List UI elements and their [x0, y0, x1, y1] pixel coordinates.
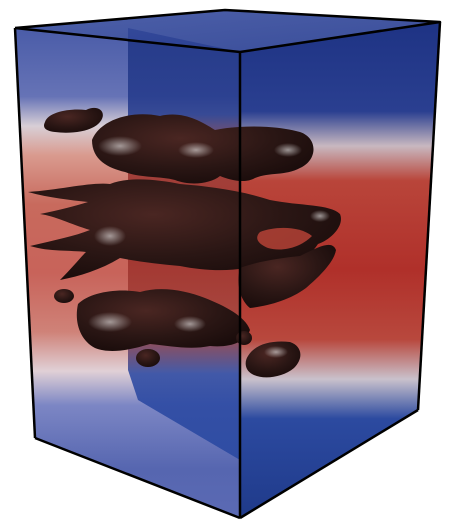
box-edges — [13, 8, 442, 520]
isosurface-hole — [257, 227, 312, 250]
isosurface-blob — [76, 289, 251, 351]
isosurface-highlight — [174, 316, 206, 332]
box-edge-front-left — [13, 27, 37, 439]
isosurface-blob — [238, 244, 336, 308]
isosurface-highlight — [94, 226, 126, 246]
isosurface-highlight — [98, 136, 142, 156]
isosurface-blob — [44, 107, 103, 133]
isosurface-highlight — [310, 210, 330, 222]
box-edge-bottom-right — [239, 408, 419, 520]
isosurface-highlight — [178, 142, 214, 158]
isosurface-blob — [28, 179, 341, 280]
isosurface-highlight — [274, 143, 302, 157]
top-face — [15, 10, 440, 52]
isosurface-highlight — [264, 346, 288, 358]
isosurface-blob — [136, 349, 160, 367]
box-edge-back-right — [416, 21, 442, 411]
isosurface-blob — [236, 331, 252, 345]
isosurface-highlight — [88, 312, 132, 332]
box-edge-bottom-left — [34, 436, 241, 520]
isosurface-blob — [54, 289, 74, 303]
